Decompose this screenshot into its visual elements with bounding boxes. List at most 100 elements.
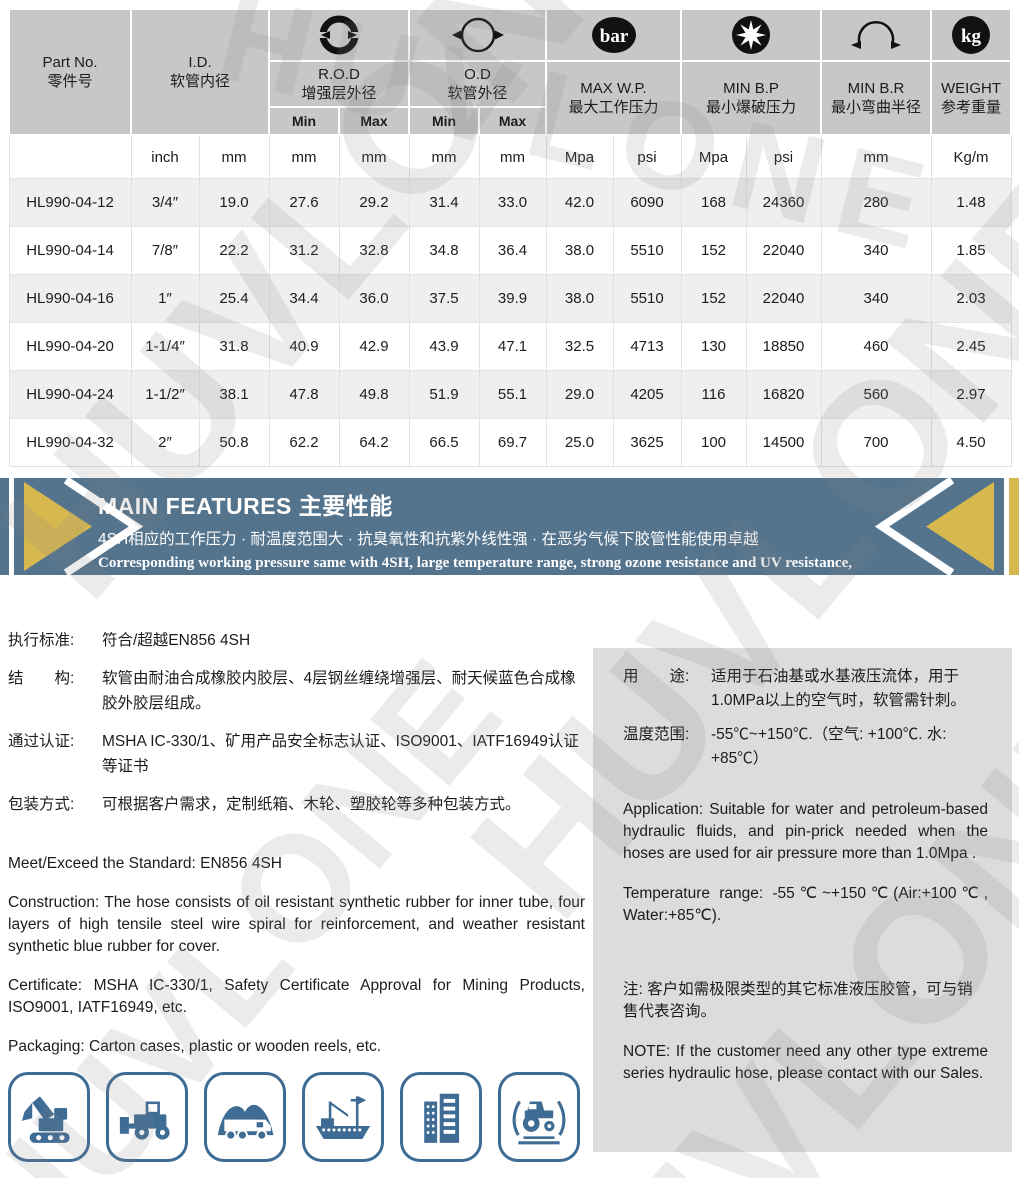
- value-cell: 55.1: [478, 370, 547, 419]
- table-row: HL990-04-16 1″ 25.4 34.4 36.0 37.5 39.9 38.0 551…: [8, 274, 1012, 323]
- certificate-paragraph-en: Certificate: MSHA IC-330/1, Safety Certi…: [8, 977, 585, 1016]
- value-cell: 37.5: [408, 274, 480, 323]
- value-cell: 1-1/4″: [130, 322, 200, 371]
- col-header-weight: WEIGHT 参考重量: [930, 60, 1013, 136]
- value-cell: 700: [820, 418, 932, 467]
- banner-right-chevron-icon: [874, 478, 994, 575]
- value-cell: 42.0: [545, 178, 614, 227]
- wheel-loader-icon: [106, 1072, 188, 1162]
- unit-cell: psi: [612, 134, 682, 179]
- certificate-text-zh: MSHA IC-330/1、矿用产品安全标志认证、ISO9001、IATF169…: [102, 733, 579, 775]
- min-bp-label-en: MIN B.P: [723, 79, 779, 97]
- part-no-cell: HL990-04-12: [8, 178, 132, 227]
- rod-min-header: Min: [268, 106, 341, 136]
- value-cell: 29.2: [338, 178, 410, 227]
- packaging-item-zh: 包装方式: 可根据客户需求，定制纸箱、木轮、塑胶轮等多种包装方式。: [8, 792, 585, 817]
- value-cell: 33.0: [478, 178, 547, 227]
- value-cell: 43.9: [408, 322, 480, 371]
- unit-cell: mm: [408, 134, 480, 179]
- note-text-zh: 注: 客户如需极限类型的其它标准液压胶管，可与销售代表咨询。: [623, 981, 973, 1020]
- kg-weight-icon: kg: [952, 16, 991, 54]
- od-label-en: O.D: [464, 65, 491, 83]
- tractor-icon: [498, 1072, 580, 1162]
- min-br-label-en: MIN B.R: [847, 79, 905, 97]
- col-header-rod: R.O.D 增强层外径: [268, 60, 411, 108]
- value-cell: 2.97: [930, 370, 1012, 419]
- unit-cell: Mpa: [680, 134, 747, 179]
- value-cell: 14500: [745, 418, 822, 467]
- id-label-zh: 软管内径: [170, 72, 231, 90]
- weight-label-zh: 参考重量: [941, 98, 1002, 116]
- unit-cell: inch: [130, 134, 200, 179]
- rod-label-zh: 增强层外径: [301, 84, 377, 102]
- value-cell: 50.8: [198, 418, 270, 467]
- burst-pressure-icon: [732, 16, 771, 54]
- standard-item-zh: 执行标准: 符合/超越EN856 4SH: [8, 628, 585, 653]
- unit-cell: mm: [198, 134, 270, 179]
- construction-label-zh: 结 构:: [8, 670, 75, 687]
- part-no-cell: HL990-04-20: [8, 322, 132, 371]
- id-label-en: I.D.: [188, 53, 212, 71]
- banner-text-block: MAIN FEATURES 主要性能 4SH相应的工作压力 · 耐温度范围大 ·…: [98, 487, 888, 592]
- weight-label-en: WEIGHT: [941, 79, 1002, 97]
- temperature-paragraph-en: Temperature range: -55℃~+150℃(Air:+100℃,…: [623, 885, 988, 924]
- value-cell: 100: [680, 418, 747, 467]
- value-cell: 460: [820, 322, 932, 371]
- value-cell: 42.9: [338, 322, 410, 371]
- bp-icon-cell: [680, 8, 823, 62]
- rod-icon-cell: [268, 8, 411, 62]
- br-icon-cell: [820, 8, 933, 62]
- temperature-text-zh: -55℃~+150℃.（空气: +100℃. 水: +85℃）: [711, 726, 947, 767]
- value-cell: 38.0: [545, 226, 614, 275]
- value-cell: 7/8″: [130, 226, 200, 275]
- value-cell: 25.4: [198, 274, 270, 323]
- banner-title-zh: 主要性能: [298, 493, 393, 519]
- value-cell: 5510: [612, 274, 682, 323]
- standard-text-zh: 符合/超越EN856 4SH: [102, 632, 251, 649]
- left-text-column: 执行标准: 符合/超越EN856 4SH 结 构: 软管由耐油合成橡胶内胶层、4…: [8, 628, 585, 1075]
- col-header-part-no: Part No. 零件号: [8, 8, 132, 136]
- value-cell: 340: [820, 226, 932, 275]
- value-cell: 69.7: [478, 418, 547, 467]
- value-cell: 25.0: [545, 418, 614, 467]
- value-cell: 22040: [745, 274, 822, 323]
- application-label-zh: 用 途:: [623, 668, 690, 685]
- value-cell: 31.8: [198, 322, 270, 371]
- value-cell: 38.1: [198, 370, 270, 419]
- min-bp-label-zh: 最小爆破压力: [706, 98, 797, 116]
- right-info-panel: 用 途: 适用于石油基或水基液压流体，用于1.0MPa以上的空气时，软管需针刺。…: [593, 648, 1012, 1152]
- value-cell: 4713: [612, 322, 682, 371]
- value-cell: 62.2: [268, 418, 340, 467]
- outer-diameter-icon: [451, 17, 504, 53]
- value-cell: 2.03: [930, 274, 1012, 323]
- application-icons-row: [8, 1072, 588, 1164]
- application-item-zh: 用 途: 适用于石油基或水基液压流体，用于1.0MPa以上的空气时，软管需针刺。: [623, 665, 988, 713]
- banner-left-chevron-icon: [24, 478, 144, 575]
- value-cell: 34.4: [268, 274, 340, 323]
- banner-right-edge: [1009, 478, 1019, 575]
- value-cell: 280: [820, 178, 932, 227]
- table-row: HL990-04-14 7/8″ 22.2 31.2 32.8 34.8 36.4 38.0 5…: [8, 226, 1012, 275]
- col-header-od: O.D 软管外径: [408, 60, 548, 108]
- value-cell: 152: [680, 274, 747, 323]
- value-cell: 152: [680, 226, 747, 275]
- svg-text:bar: bar: [599, 26, 628, 47]
- col-header-min-br: MIN B.R 最小弯曲半径: [820, 60, 933, 136]
- part-no-label-en: Part No.: [42, 53, 98, 71]
- value-cell: 22040: [745, 226, 822, 275]
- rod-max-header: Max: [338, 106, 411, 136]
- value-cell: 19.0: [198, 178, 270, 227]
- temperature-item-zh: 温度范围: -55℃~+150℃.（空气: +100℃. 水: +85℃）: [623, 723, 988, 771]
- certificate-label-zh: 通过认证:: [8, 733, 75, 750]
- od-icon-cell: [408, 8, 548, 62]
- ship-icon: [302, 1072, 384, 1162]
- value-cell: 31.4: [408, 178, 480, 227]
- value-cell: 130: [680, 322, 747, 371]
- value-cell: 340: [820, 274, 932, 323]
- unit-cell: mm: [268, 134, 340, 179]
- value-cell: 47.1: [478, 322, 547, 371]
- part-no-cell: HL990-04-32: [8, 418, 132, 467]
- standard-label-zh: 执行标准:: [8, 632, 75, 649]
- value-cell: 36.0: [338, 274, 410, 323]
